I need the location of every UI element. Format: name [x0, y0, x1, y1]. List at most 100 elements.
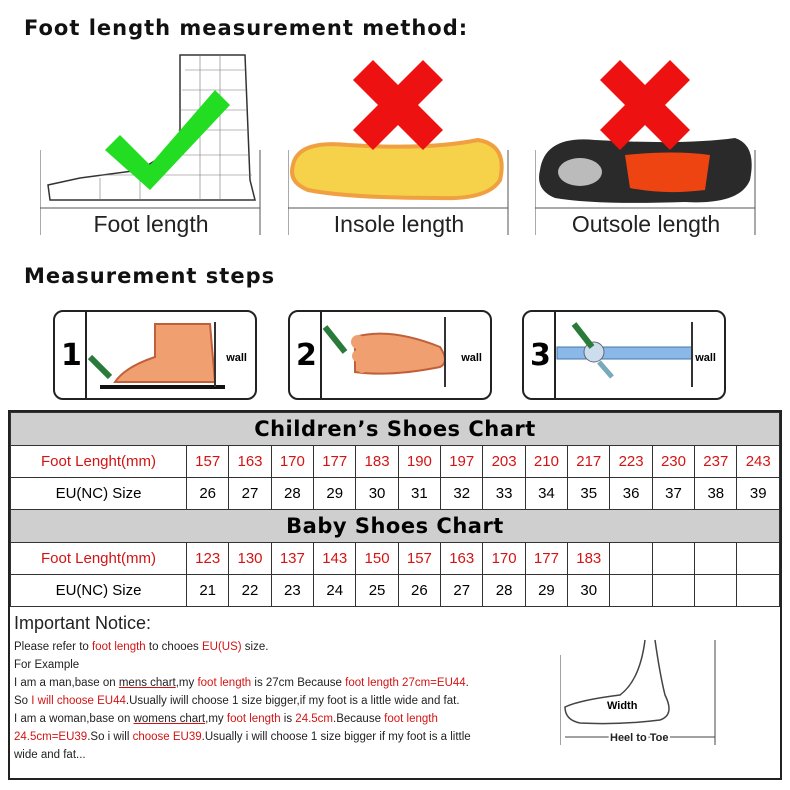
notice-text: foot length	[226, 713, 281, 725]
size-cell: 123	[185, 542, 230, 575]
size-cell: 27	[228, 477, 272, 510]
size-cell: 34	[524, 477, 569, 510]
notice-text: foot length	[91, 641, 146, 653]
notice-text: choose EU39	[132, 731, 202, 743]
size-cell: 27	[440, 574, 484, 607]
size-cell: 183	[567, 542, 611, 575]
size-cell	[651, 542, 696, 575]
notice-text: womens chart	[133, 713, 206, 725]
size-cell: 37	[651, 477, 696, 510]
notice-text: 24.5cm	[295, 713, 334, 725]
step-number: 3	[530, 338, 551, 373]
notice-text: So	[14, 695, 32, 707]
size-cell: 21	[185, 574, 230, 607]
notice-text: size.	[241, 641, 269, 653]
size-cell: 150	[355, 542, 399, 575]
notice-line: For Example	[14, 659, 80, 671]
notice-line: Please refer to foot length to chooes EU…	[14, 638, 544, 656]
size-cell: 39	[736, 477, 780, 510]
baby-chart-title: Baby Shoes Chart	[10, 509, 780, 543]
size-cell: 32	[440, 477, 484, 510]
notice-text: .So i will	[87, 731, 133, 743]
size-cell: 203	[482, 445, 526, 478]
foot-top-icon	[322, 317, 446, 387]
size-cell: 163	[440, 542, 484, 575]
page-title: Foot length measurement method:	[24, 16, 469, 40]
size-cell: 237	[694, 445, 738, 478]
method-foot-length: Foot length	[39, 50, 262, 240]
size-cell: 170	[482, 542, 526, 575]
size-cell: 210	[524, 445, 569, 478]
size-cell: 223	[609, 445, 653, 478]
size-cell: 243	[736, 445, 780, 478]
foot-side-icon	[87, 322, 225, 389]
notice-text: foot length	[384, 713, 438, 725]
size-cell: 170	[270, 445, 315, 478]
outsole-icon	[534, 60, 756, 235]
size-cell: 217	[567, 445, 611, 478]
notice-text: EU(US)	[201, 641, 242, 653]
size-cell: 23	[270, 574, 315, 607]
method-label: Foot length	[93, 211, 209, 237]
notice-text: .Usually iwill choose 1 size bigger,if m…	[125, 695, 460, 707]
notice-text: I am a man,base on	[14, 677, 119, 689]
notice-text: foot length 27cm=EU44	[345, 677, 466, 689]
step-number: 1	[61, 338, 82, 373]
size-cell	[651, 574, 696, 607]
size-cell: 190	[397, 445, 442, 478]
notice-text: to chooes	[145, 641, 202, 653]
insole-icon	[287, 60, 509, 235]
size-cell: 30	[355, 477, 399, 510]
size-cell	[736, 574, 780, 607]
notice-text: mens chart	[118, 677, 176, 689]
notice-text: .Because	[333, 713, 385, 725]
size-cell	[736, 542, 780, 575]
notice-text: 24.5cm=EU39	[14, 731, 88, 743]
row-label: Foot Lenght(mm)	[10, 542, 187, 575]
method-label: Outsole length	[571, 211, 721, 237]
size-cell: 29	[313, 477, 357, 510]
size-cell: 157	[397, 542, 442, 575]
step-1: 1 wall	[53, 310, 257, 400]
size-cell: 230	[651, 445, 696, 478]
wall-label: wall	[695, 352, 716, 364]
size-cell: 26	[185, 477, 230, 510]
heel-to-toe-label: Heel to Toe	[610, 732, 668, 744]
size-cell: 33	[482, 477, 526, 510]
notice-text: foot length	[197, 677, 252, 689]
foot-diagram-icon: Width Heel to Toe	[560, 639, 716, 746]
notice-line: I am a man,base on mens chart,my foot le…	[14, 674, 544, 692]
notice-text: .Usually i will choose 1 size bigger if …	[201, 731, 471, 743]
important-notice: Important Notice: Please refer to foot l…	[14, 614, 544, 764]
size-cell: 24	[313, 574, 357, 607]
width-label: Width	[607, 700, 638, 712]
foot-wireframe-icon	[39, 54, 261, 235]
notice-text: I am a woman,base on	[14, 713, 134, 725]
children-chart-title: Children’s Shoes Chart	[10, 412, 780, 446]
step-3: 3 wall	[522, 310, 726, 400]
size-cell: 22	[228, 574, 272, 607]
size-cell: 197	[440, 445, 484, 478]
notice-line: 24.5cm=EU39.So i will choose EU39.Usuall…	[14, 728, 544, 746]
ruler-icon	[556, 322, 693, 387]
method-insole-length: Insole length	[287, 50, 510, 240]
notice-text: is	[280, 713, 296, 725]
notice-text: I will choose EU44	[31, 695, 126, 707]
size-cell	[609, 574, 653, 607]
size-cell: 25	[355, 574, 399, 607]
notice-line: wide and fat...	[14, 749, 86, 761]
notice-text: ,my	[205, 713, 227, 725]
size-chart: Children’s Shoes Chart Foot Lenght(mm) 15…	[8, 410, 782, 780]
size-cell: 28	[270, 477, 315, 510]
notice-title: Important Notice:	[14, 613, 152, 633]
method-outsole-length: Outsole length	[534, 50, 757, 240]
size-cell: 130	[228, 542, 272, 575]
size-cell: 137	[270, 542, 315, 575]
steps-title: Measurement steps	[24, 264, 276, 288]
row-label: EU(NC) Size	[10, 574, 187, 607]
size-cell: 163	[228, 445, 272, 478]
size-cell: 29	[524, 574, 569, 607]
notice-text: .	[465, 677, 469, 689]
size-cell	[694, 542, 738, 575]
size-cell: 35	[567, 477, 611, 510]
